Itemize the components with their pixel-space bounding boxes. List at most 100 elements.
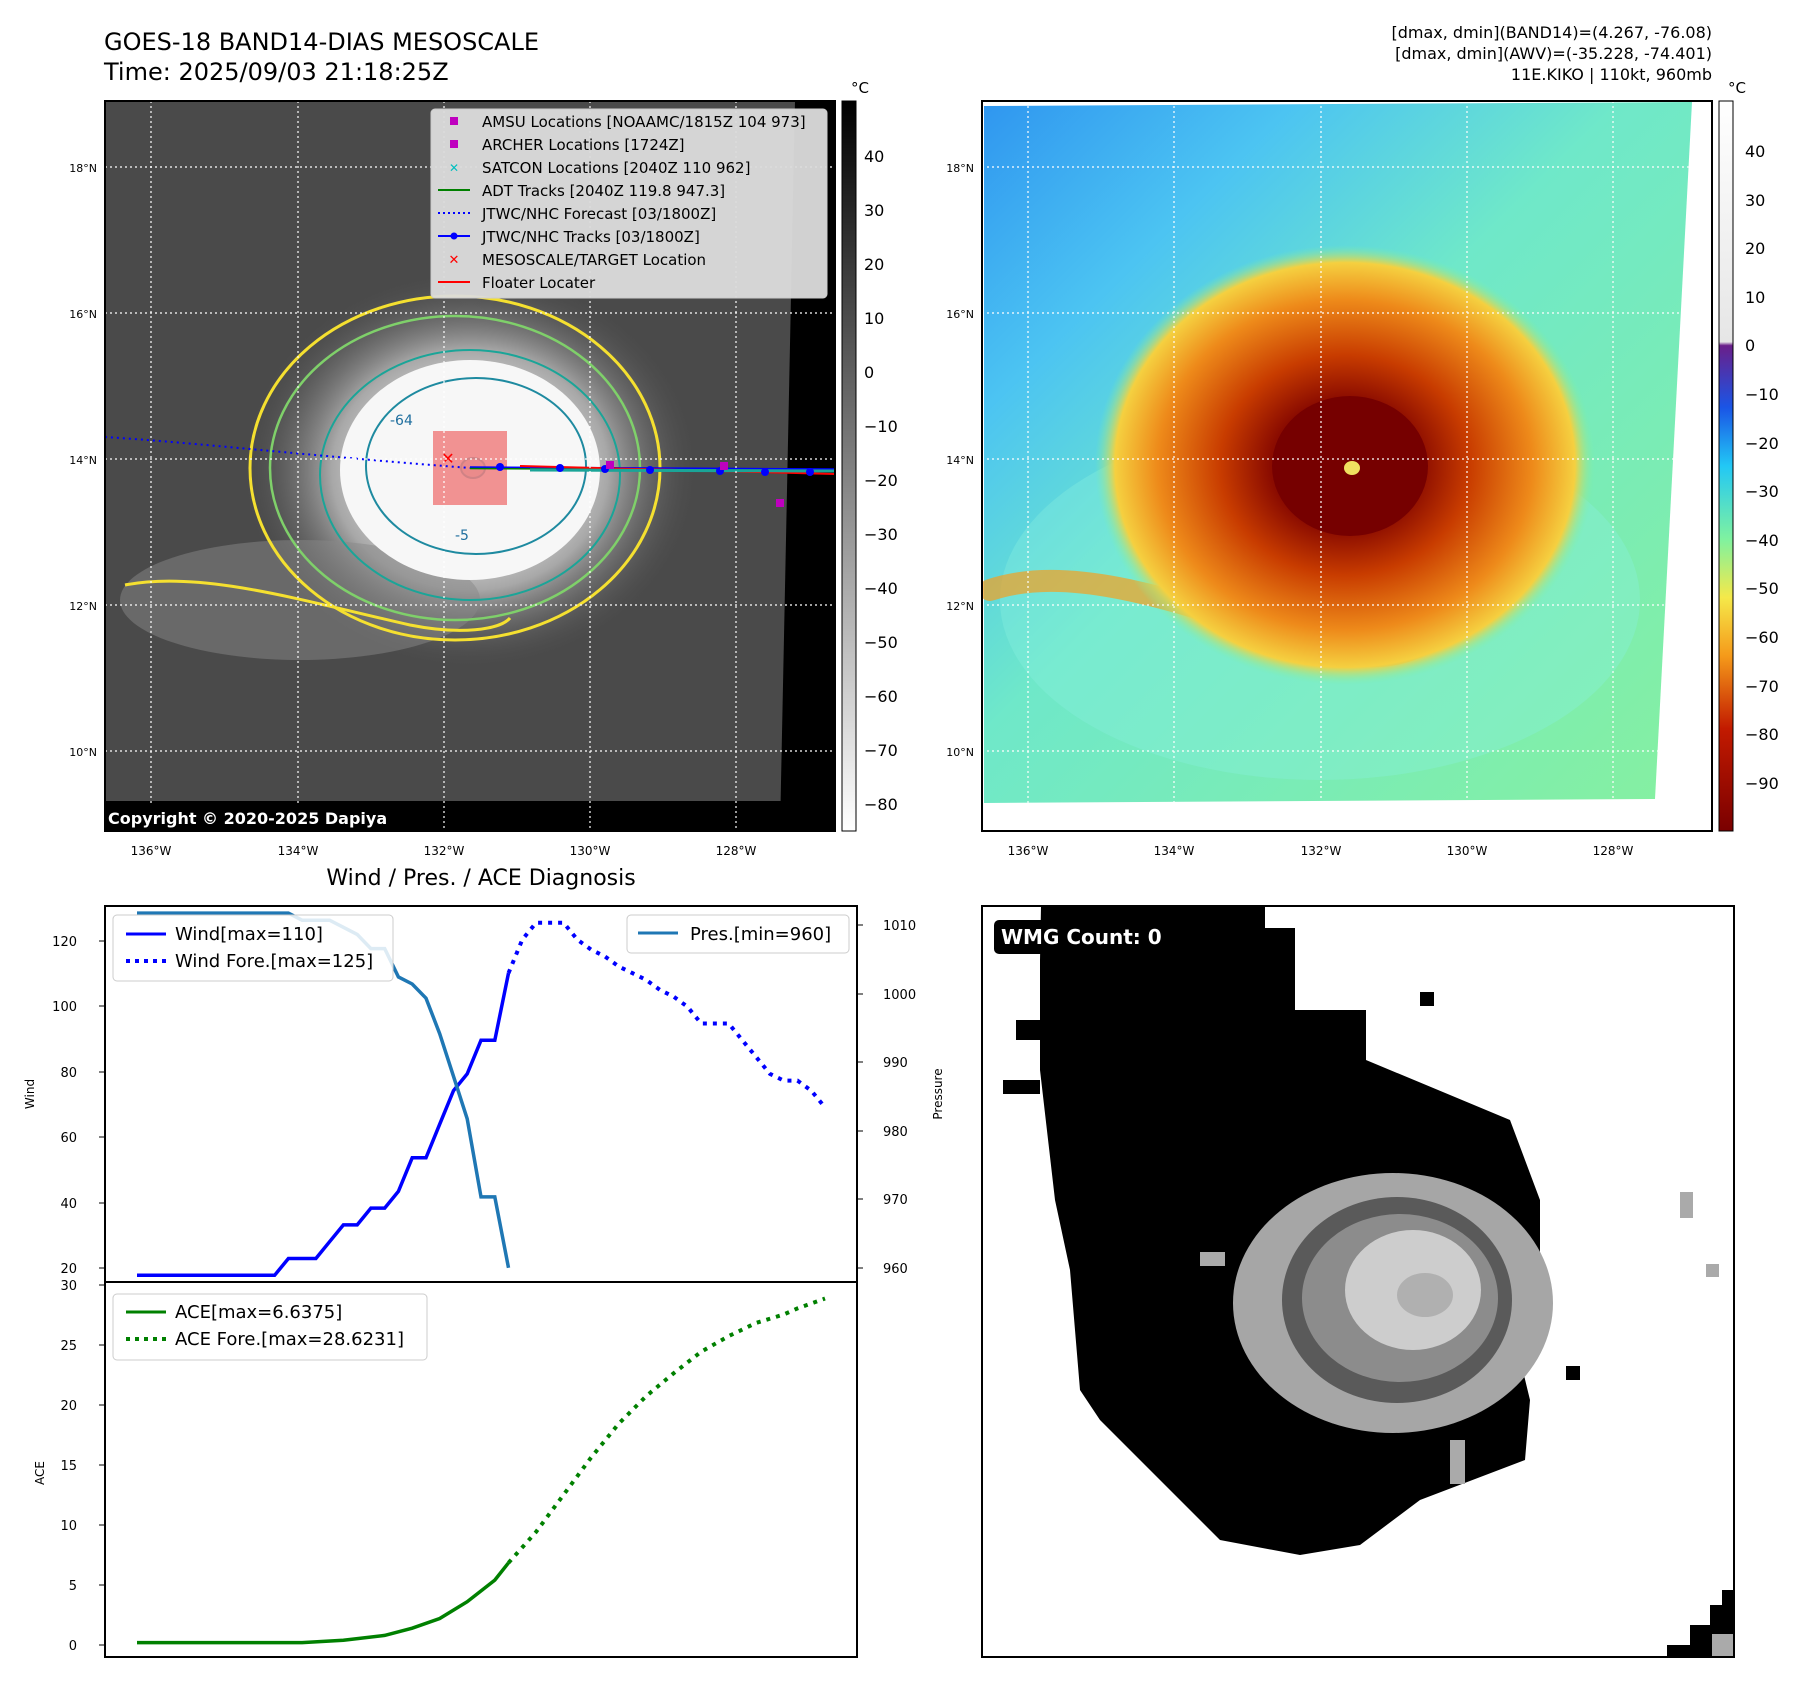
jtwc-track-point [496, 463, 504, 471]
wmg-fragment [1220, 1500, 1280, 1530]
legend-satcon-marker: ✕ [449, 161, 459, 175]
wmg-gray-pixel [1200, 1252, 1225, 1266]
awv-colorbar-tick: −10 [1745, 385, 1779, 404]
ir-colorbar-tick: −40 [864, 579, 898, 598]
wind-panel: Wind / Pres. / ACE Diagnosis Wind Pressu… [23, 866, 945, 1283]
pressure-legend: Pres.[min=960] [626, 914, 850, 954]
ir-colorbar-tick: −70 [864, 741, 898, 760]
lat-label: 18°N [69, 162, 97, 175]
legend-forecast: JTWC/NHC Forecast [03/1800Z] [481, 205, 716, 223]
ir-colorbar-tick: −20 [864, 471, 898, 490]
ir-colorbar-tick: −80 [864, 795, 898, 814]
wmg-panel: WMG Count: 0 [981, 905, 1735, 1658]
wind-ylabel: Wind [23, 1079, 37, 1109]
ir-colorbar-tick: −30 [864, 525, 898, 544]
wmg-count-badge [994, 920, 1174, 954]
pressure-ticks: 1010 1000 990 980 970 960 [883, 919, 916, 1277]
wind-panel-title: Wind / Pres. / ACE Diagnosis [326, 866, 635, 891]
archer-location [720, 462, 728, 470]
awv-colorbar-tick: 40 [1745, 142, 1765, 161]
legend-amsu-marker [450, 117, 458, 125]
ir-colorbar-tick: 10 [864, 309, 884, 328]
copyright-text: Copyright © 2020-2025 Dapiya [108, 809, 387, 828]
pressure-tick: 1000 [883, 988, 916, 1003]
awv-colorbar-ticks: 40 30 20 10 0 −10 −20 −30 −40 −50 −60 −7… [1745, 142, 1779, 793]
ir-colorbar [841, 100, 857, 832]
wmg-count-label: WMG Count: 0 [1001, 925, 1162, 949]
ace-forecast-series-line [507, 1296, 826, 1565]
awv-colorbar-tick: −80 [1745, 725, 1779, 744]
ir-contour-label-5: -5 [455, 528, 469, 544]
ir-contour-band [124, 579, 512, 632]
awv-eye [1344, 461, 1360, 475]
ir-frame [104, 100, 836, 832]
ir-colorbar-ticks: 40 30 20 10 0 −10 −20 −30 −40 −50 −60 −7… [864, 147, 898, 814]
ir-colorbar-tick: −60 [864, 687, 898, 706]
wmg-eye-core [1397, 1273, 1453, 1317]
legend-ace-fore: ACE Fore.[max=28.6231] [175, 1329, 404, 1350]
ace-tick: 20 [60, 1399, 77, 1414]
wmg-fragment [1003, 1080, 1040, 1094]
ace-panel: ACE 30 25 20 15 10 5 0 ACE[max=6.6375] A… [33, 1279, 858, 1658]
lat-label: 12°N [69, 600, 97, 613]
lon-label: 128°W [1593, 844, 1634, 858]
ace-tick: 5 [69, 1579, 77, 1594]
awv-colorbar-tick: −20 [1745, 434, 1779, 453]
ace-series-line [137, 1561, 510, 1645]
ir-colorbar-tick: 30 [864, 201, 884, 220]
legend-jtwc-dot [450, 232, 458, 240]
wmg-gray-pixel [1680, 1192, 1693, 1218]
jtwc-track-point [806, 468, 814, 476]
satcon-track [529, 468, 835, 473]
wmg-gray-pixel [1450, 1440, 1465, 1484]
wmg-fragment [1420, 992, 1434, 1006]
lon-label: 132°W [424, 844, 465, 858]
legend-target-marker: ✕ [449, 253, 460, 268]
wind-tick: 20 [60, 1262, 77, 1277]
wind-tick: 60 [60, 1131, 77, 1146]
wmg-fragment [1566, 1366, 1580, 1380]
pressure-tick: 970 [883, 1193, 908, 1208]
lon-label: 130°W [570, 844, 611, 858]
lat-label: 16°N [946, 308, 974, 321]
ace-ticks: 30 25 20 15 10 5 0 [60, 1279, 77, 1654]
pressure-tick: 1010 [883, 919, 916, 934]
amsu-location [776, 499, 784, 507]
awv-colorbar-unit: °C [1728, 79, 1746, 97]
wind-tick-marks [99, 924, 863, 1269]
legend-wind: Wind[max=110] [175, 924, 323, 945]
ace-tick: 30 [60, 1279, 77, 1294]
jtwc-forecast-track [105, 436, 471, 469]
wind-tick: 80 [60, 1066, 77, 1081]
wind-tick: 100 [52, 1000, 77, 1015]
ir-panel: -64 -5 ✕ [69, 79, 898, 858]
lat-label: 16°N [69, 308, 97, 321]
ir-legend: AMSU Locations [NOAAMC/1815Z 104 973] AR… [430, 108, 828, 299]
legend-pressure: Pres.[min=960] [690, 924, 831, 945]
ir-colorbar-tick: 40 [864, 147, 884, 166]
lat-label: 10°N [946, 746, 974, 759]
legend-ace: ACE[max=6.6375] [175, 1302, 342, 1323]
ace-tick: 0 [69, 1639, 77, 1654]
lat-label: 14°N [69, 454, 97, 467]
ir-gridlines [105, 101, 835, 831]
ir-colorbar-tick: −50 [864, 633, 898, 652]
mesoscale-target-marker: ✕ [441, 449, 454, 468]
info-band14-range: [dmax, dmin](BAND14)=(4.267, -76.08) [1392, 23, 1713, 42]
legend-adt: ADT Tracks [2040Z 119.8 947.3] [482, 182, 725, 200]
awv-colorbar-tick: 20 [1745, 239, 1765, 258]
awv-colorbar-tick: −70 [1745, 677, 1779, 696]
info-storm-id: 11E.KIKO | 110kt, 960mb [1511, 65, 1712, 84]
copyright-box [105, 805, 413, 831]
ir-colorbar-tick: 0 [864, 363, 874, 382]
lon-label: 134°W [1154, 844, 1195, 858]
ir-contour-teal-outer [319, 349, 621, 601]
awv-colorbar [1718, 100, 1734, 832]
wind-tick: 120 [52, 935, 77, 950]
amsu-location [606, 461, 614, 469]
legend-satcon: SATCON Locations [2040Z 110 962] [482, 159, 750, 177]
ir-contour-teal-inner [365, 377, 587, 555]
figure-time: Time: 2025/09/03 21:18:25Z [103, 58, 449, 86]
pressure-tick: 990 [883, 1056, 908, 1071]
